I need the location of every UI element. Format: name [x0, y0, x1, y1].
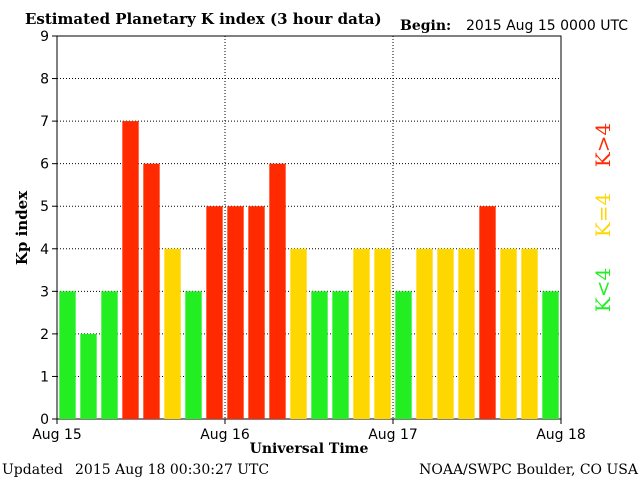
bar	[59, 291, 76, 419]
bar	[542, 291, 559, 419]
y-axis-ticks: 0 1 2 3 4 5 6 7 8 9	[40, 29, 57, 428]
legend-item: K=4	[591, 193, 615, 237]
bar	[290, 248, 307, 419]
bar	[437, 248, 454, 419]
x-tick-label: Aug 17	[368, 427, 418, 443]
bar	[269, 163, 286, 419]
y-tick-label: 7	[40, 114, 49, 130]
bar	[185, 291, 202, 419]
bars	[59, 121, 559, 419]
x-tick-label: Aug 18	[536, 427, 586, 443]
y-tick-label: 0	[40, 412, 49, 428]
y-axis-label: Kp index	[13, 190, 31, 265]
y-tick-label: 3	[40, 284, 49, 300]
bar	[164, 248, 181, 419]
legend-item: K<4	[591, 268, 615, 312]
bar	[101, 291, 118, 419]
updated-label: Updated	[2, 462, 63, 478]
source-credit: NOAA/SWPC Boulder, CO USA	[419, 462, 639, 478]
y-tick-label: 8	[40, 72, 49, 88]
begin-value: 2015 Aug 15 0000 UTC	[466, 18, 628, 34]
y-tick-label: 9	[40, 29, 49, 45]
bar	[248, 206, 265, 419]
bar	[353, 248, 370, 419]
bar	[479, 206, 496, 419]
bar	[500, 248, 517, 419]
bar	[311, 291, 328, 419]
legend: K>4 K=4 K<4	[591, 123, 615, 312]
bar	[227, 206, 244, 419]
bar	[458, 248, 475, 419]
y-tick-label: 6	[40, 157, 49, 173]
x-axis-ticks: Aug 15 Aug 16 Aug 17 Aug 18	[32, 419, 586, 443]
bar	[332, 291, 349, 419]
gridlines	[57, 36, 561, 419]
y-tick-label: 1	[40, 369, 49, 385]
begin-label: Begin:	[400, 18, 451, 34]
plot-frame	[56, 35, 562, 420]
bar	[206, 206, 223, 419]
x-axis-label: Universal Time	[250, 441, 369, 457]
bar	[416, 248, 433, 419]
bar	[521, 248, 538, 419]
y-tick-label: 5	[40, 199, 49, 215]
bar	[80, 333, 97, 419]
x-tick-label: Aug 15	[32, 427, 82, 443]
legend-item: K>4	[591, 123, 615, 167]
bar	[374, 248, 391, 419]
y-tick-label: 4	[40, 242, 49, 258]
updated-value: 2015 Aug 18 00:30:27 UTC	[75, 462, 269, 478]
y-tick-label: 2	[40, 327, 49, 343]
bar	[143, 163, 160, 419]
bar	[122, 121, 139, 419]
x-tick-label: Aug 16	[200, 427, 250, 443]
bar	[395, 291, 412, 419]
chart-title: Estimated Planetary K index (3 hour data…	[25, 10, 382, 28]
